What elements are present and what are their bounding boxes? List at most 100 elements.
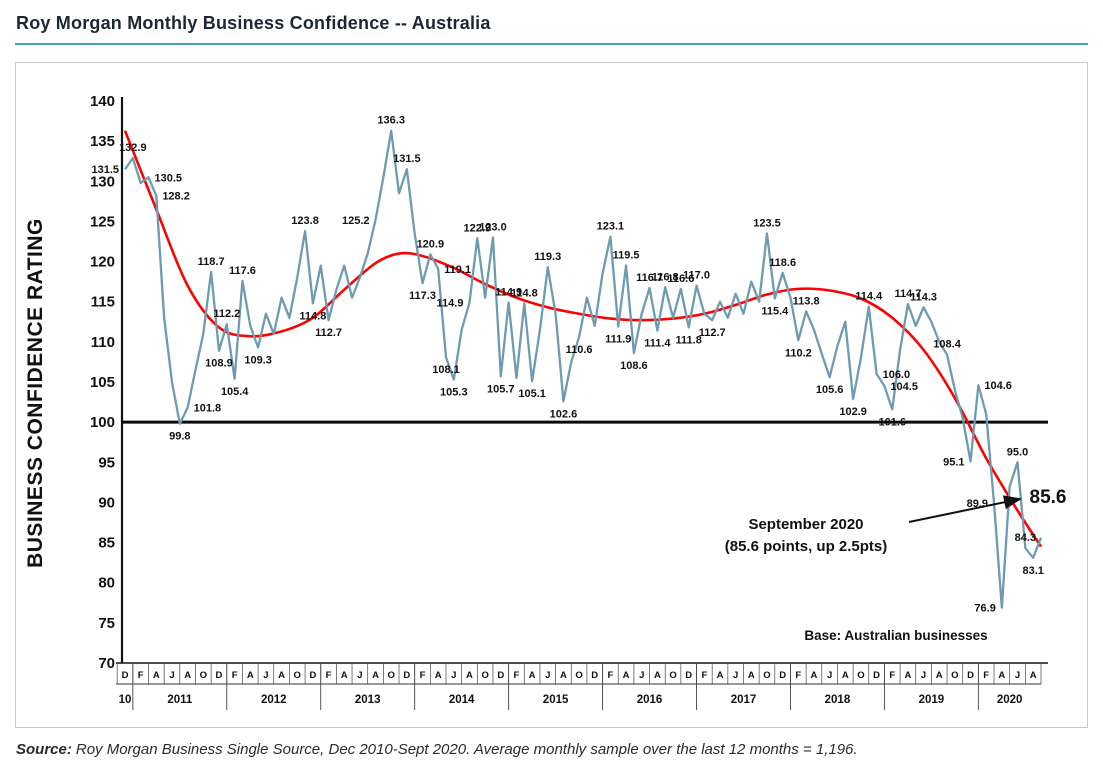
x-month-label: J <box>451 670 456 681</box>
point-label: 110.6 <box>566 344 593 356</box>
x-month-label: D <box>967 670 974 681</box>
point-label: 101.6 <box>878 416 906 428</box>
x-month-label: D <box>779 670 786 681</box>
point-label: 114.4 <box>855 291 883 303</box>
header: Roy Morgan Monthly Business Confidence -… <box>15 13 1088 45</box>
x-month-label: A <box>372 670 379 681</box>
x-month-label: F <box>420 670 426 681</box>
x-month-label: J <box>827 670 832 681</box>
trend-line <box>123 130 1043 548</box>
x-month-label: D <box>309 670 316 681</box>
x-month-label: A <box>936 670 943 681</box>
point-label: 119.1 <box>444 264 471 276</box>
point-label: 95.0 <box>1007 446 1028 458</box>
y-tick-label: 110 <box>91 334 115 351</box>
point-label: 112.7 <box>315 327 342 339</box>
point-label: 76.9 <box>974 603 995 615</box>
x-year-label: 2011 <box>167 694 193 706</box>
x-month-label: J <box>263 670 268 681</box>
point-label: 108.1 <box>432 364 460 376</box>
x-month-label: A <box>466 670 473 681</box>
point-label: 84.3 <box>1015 532 1036 544</box>
x-month-label: A <box>1030 670 1037 681</box>
x-month-label: O <box>294 670 301 681</box>
x-month-label: O <box>951 670 958 681</box>
y-tick-label: 85 <box>98 535 115 552</box>
x-month-label: A <box>623 670 630 681</box>
x-month-label: J <box>921 670 926 681</box>
point-label: 105.4 <box>221 386 249 398</box>
x-year-label: 10 <box>119 694 132 706</box>
point-label: 105.1 <box>518 388 546 400</box>
x-month-label: A <box>278 670 285 681</box>
point-label: 131.5 <box>91 164 119 176</box>
point-label: 114.8 <box>299 310 326 322</box>
source-text: Roy Morgan Business Single Source, Dec 2… <box>75 741 858 758</box>
y-tick-label: 125 <box>90 213 115 230</box>
point-label: 111.9 <box>605 334 631 346</box>
point-label: 108.4 <box>933 339 961 351</box>
x-month-label: A <box>654 670 661 681</box>
x-month-label: J <box>169 670 174 681</box>
point-label: 115.4 <box>761 306 789 318</box>
point-label: 118.7 <box>198 256 225 268</box>
x-year-label: 2019 <box>919 694 945 706</box>
x-year-label: 2013 <box>355 694 381 706</box>
point-label: 102.6 <box>550 408 578 420</box>
source-note: Source: Roy Morgan Business Single Source… <box>16 741 1088 758</box>
y-tick-label: 130 <box>90 173 115 190</box>
annotation-line1: September 2020 <box>748 516 863 533</box>
point-label: 105.3 <box>440 387 468 399</box>
x-month-label: O <box>763 670 770 681</box>
point-label: 104.5 <box>890 381 918 393</box>
x-year-label: 2016 <box>637 694 663 706</box>
point-label: 99.8 <box>169 431 190 443</box>
point-label: 131.5 <box>393 153 421 165</box>
x-month-label: A <box>998 670 1005 681</box>
y-tick-label: 70 <box>98 655 115 672</box>
y-axis-title: BUSINESS CONFIDENCE RATING <box>24 218 47 568</box>
x-year-label: 2015 <box>543 694 569 706</box>
point-label: 116.7 <box>636 272 663 284</box>
point-label: 123.5 <box>753 217 781 229</box>
point-label: 120.9 <box>417 238 445 250</box>
x-month-label: J <box>357 670 362 681</box>
x-month-label: F <box>983 670 989 681</box>
point-label: 123.0 <box>479 221 507 233</box>
point-label: 105.7 <box>487 383 515 395</box>
x-month-label: F <box>607 670 613 681</box>
x-month-label: J <box>545 670 550 681</box>
business-confidence-chart: 131.5132.9130.5128.299.8101.8118.7108.91… <box>24 93 1067 710</box>
point-label: 113.8 <box>793 295 820 307</box>
x-month-label: D <box>122 670 129 681</box>
x-month-label: A <box>904 670 911 681</box>
title-underline <box>15 43 1088 45</box>
point-label: 117.3 <box>409 290 436 302</box>
x-month-label: D <box>497 670 504 681</box>
point-label: 110.2 <box>785 347 812 359</box>
point-label: 130.5 <box>154 172 182 184</box>
x-month-label: O <box>669 670 676 681</box>
x-month-label: A <box>560 670 567 681</box>
point-label: 122.9 <box>464 222 492 234</box>
point-label: 111.8 <box>676 334 702 346</box>
point-label: 102.9 <box>839 406 867 418</box>
point-label: 109.3 <box>244 354 272 366</box>
x-month-label: D <box>591 670 598 681</box>
annotation-line2: (85.6 points, up 2.5pts) <box>725 538 888 555</box>
point-label: 106.0 <box>883 369 911 381</box>
x-month-label: J <box>639 670 644 681</box>
x-month-label: A <box>717 670 724 681</box>
page-title: Roy Morgan Monthly Business Confidence -… <box>16 13 491 33</box>
point-label: 108.9 <box>205 358 233 370</box>
point-label: 119.5 <box>613 250 640 262</box>
point-label: 108.6 <box>620 360 648 372</box>
point-label: 116.6 <box>667 273 694 285</box>
callout-value: 85.6 <box>1030 487 1067 508</box>
point-label: 123.1 <box>597 221 625 233</box>
point-label: 95.1 <box>943 456 964 468</box>
x-month-label: D <box>873 670 880 681</box>
x-month-label: A <box>529 670 536 681</box>
x-month-label: A <box>811 670 818 681</box>
